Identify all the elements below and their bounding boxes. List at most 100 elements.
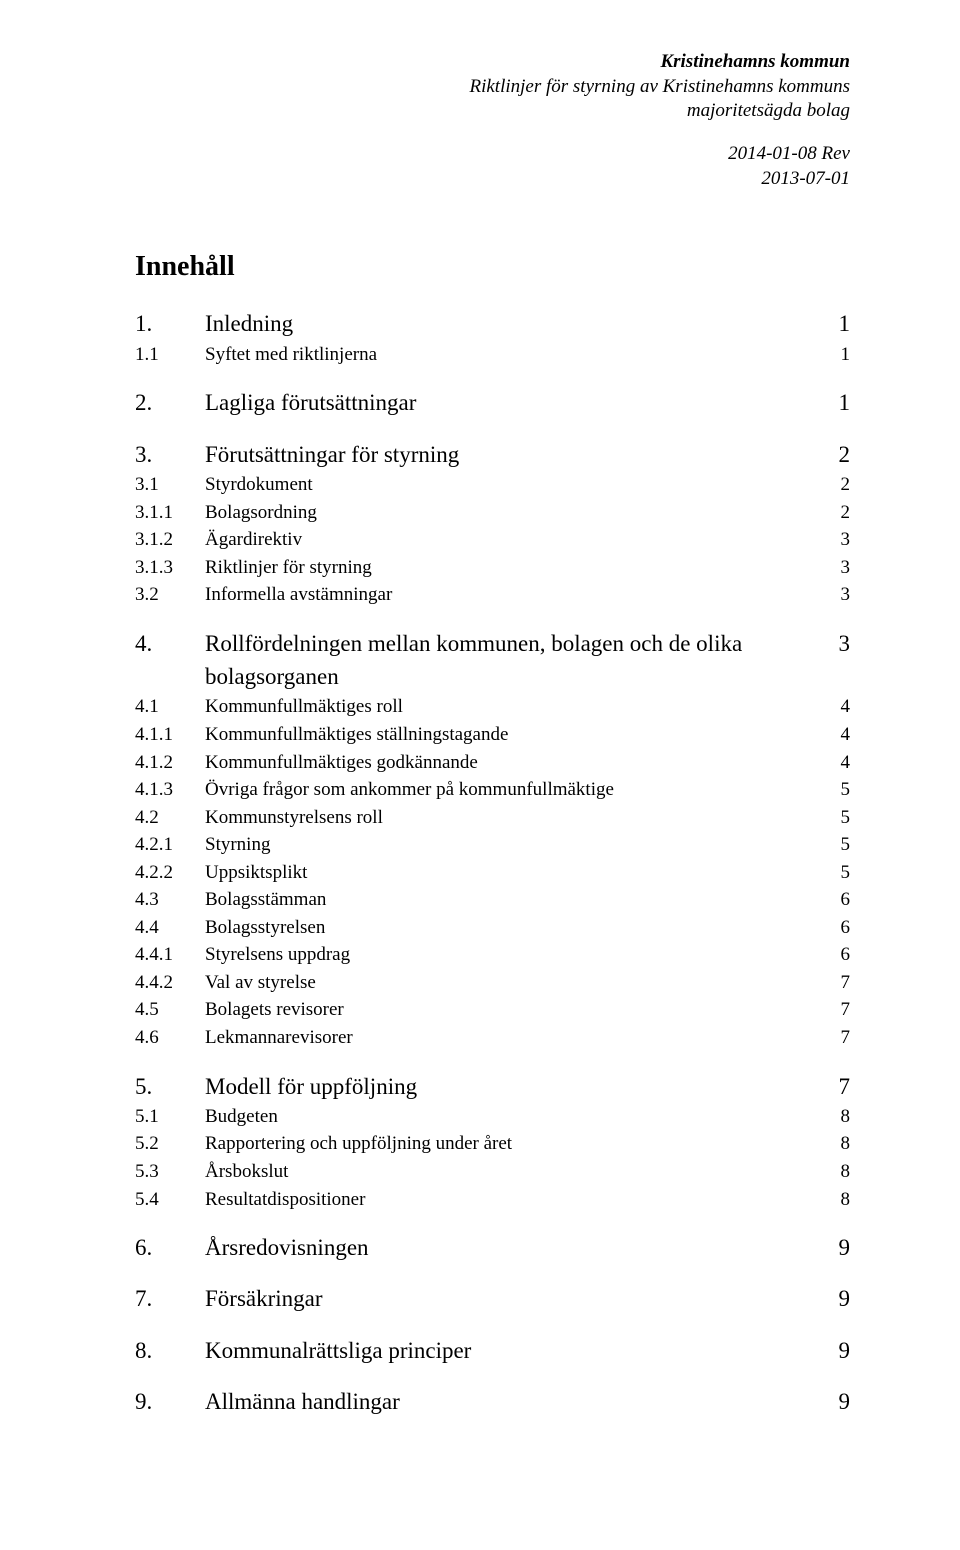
toc-row: 4.2.2Uppsiktsplikt5 — [135, 859, 850, 887]
toc-number: 8. — [135, 1334, 205, 1367]
toc-row: 4.4.2Val av styrelse7 — [135, 969, 850, 997]
toc-row: 4.2.1Styrning5 — [135, 831, 850, 859]
toc-number: 5. — [135, 1070, 205, 1103]
header-date-line-2: 2013-07-01 — [135, 167, 850, 192]
toc-label: Kommunfullmäktiges roll — [205, 693, 820, 721]
toc-row: 2.Lagliga förutsättningar1 — [135, 386, 850, 419]
toc-page: 8 — [820, 1186, 850, 1214]
toc-number: 4.5 — [135, 996, 205, 1024]
toc-row: 3.Förutsättningar för styrning2 — [135, 438, 850, 471]
toc-page: 4 — [820, 693, 850, 721]
header-date-line-1: 2014-01-08 Rev — [135, 142, 850, 167]
toc-page: 9 — [820, 1334, 850, 1367]
toc-label: Bolagsstyrelsen — [205, 914, 820, 942]
table-of-contents: 1.Inledning11.1Syftet med riktlinjerna12… — [135, 307, 850, 1418]
toc-row: 6.Årsredovisningen9 — [135, 1231, 850, 1264]
toc-label: Uppsiktsplikt — [205, 859, 820, 887]
toc-gap — [135, 1316, 850, 1334]
toc-label: Lagliga förutsättningar — [205, 386, 820, 419]
header-sub-line-2: majoritetsägda bolag — [135, 99, 850, 124]
toc-page: 8 — [820, 1158, 850, 1186]
toc-row: 4.3Bolagsstämman6 — [135, 886, 850, 914]
toc-label: Kommunstyrelsens roll — [205, 804, 820, 832]
toc-row: 4.2Kommunstyrelsens roll5 — [135, 804, 850, 832]
toc-number: 4.6 — [135, 1024, 205, 1052]
toc-page: 7 — [820, 969, 850, 997]
toc-label: Styrning — [205, 831, 820, 859]
toc-label: Kommunalrättsliga principer — [205, 1334, 820, 1367]
toc-number: 4.2.1 — [135, 831, 205, 859]
toc-page: 1 — [820, 341, 850, 369]
toc-page: 5 — [820, 859, 850, 887]
document-header: Kristinehamns kommun Riktlinjer för styr… — [135, 50, 850, 191]
toc-number: 4.1.1 — [135, 721, 205, 749]
toc-page: 1 — [820, 386, 850, 419]
toc-page: 3 — [820, 581, 850, 609]
toc-label: Årsbokslut — [205, 1158, 820, 1186]
toc-number: 4.1.2 — [135, 749, 205, 777]
toc-number: 4.3 — [135, 886, 205, 914]
toc-number: 7. — [135, 1282, 205, 1315]
toc-row: 4.4.1Styrelsens uppdrag6 — [135, 941, 850, 969]
toc-number: 4.1 — [135, 693, 205, 721]
toc-page: 5 — [820, 831, 850, 859]
toc-number: 4.1.3 — [135, 776, 205, 804]
toc-page: 7 — [820, 996, 850, 1024]
toc-gap — [135, 1367, 850, 1385]
toc-row: 7.Försäkringar9 — [135, 1282, 850, 1315]
toc-number: 5.1 — [135, 1103, 205, 1131]
toc-page: 9 — [820, 1231, 850, 1264]
toc-row: 5.3Årsbokslut8 — [135, 1158, 850, 1186]
toc-label: Informella avstämningar — [205, 581, 820, 609]
toc-row: 1.1Syftet med riktlinjerna1 — [135, 341, 850, 369]
toc-number: 3.1.3 — [135, 554, 205, 582]
toc-label: Kommunfullmäktiges godkännande — [205, 749, 820, 777]
toc-label: Bolagets revisorer — [205, 996, 820, 1024]
toc-row: 5.1Budgeten8 — [135, 1103, 850, 1131]
toc-number: 4.2.2 — [135, 859, 205, 887]
toc-page: 5 — [820, 804, 850, 832]
toc-row: 4.4Bolagsstyrelsen6 — [135, 914, 850, 942]
toc-number: 9. — [135, 1385, 205, 1418]
toc-page: 7 — [820, 1024, 850, 1052]
toc-page: 9 — [820, 1385, 850, 1418]
toc-label: Övriga frågor som ankommer på kommunfull… — [205, 776, 820, 804]
toc-row: 4.6Lekmannarevisorer7 — [135, 1024, 850, 1052]
toc-gap — [135, 1213, 850, 1231]
toc-label: Riktlinjer för styrning — [205, 554, 820, 582]
toc-label: Lekmannarevisorer — [205, 1024, 820, 1052]
toc-number: 5.4 — [135, 1186, 205, 1214]
toc-page: 2 — [820, 471, 850, 499]
toc-gap — [135, 420, 850, 438]
toc-page: 4 — [820, 749, 850, 777]
toc-number: 3.2 — [135, 581, 205, 609]
toc-row: 4.1.1Kommunfullmäktiges ställningstagand… — [135, 721, 850, 749]
toc-row: 4.1.2Kommunfullmäktiges godkännande4 — [135, 749, 850, 777]
toc-gap — [135, 1052, 850, 1070]
toc-label: Rapportering och uppföljning under året — [205, 1130, 820, 1158]
toc-page: 1 — [820, 307, 850, 340]
toc-page: 6 — [820, 914, 850, 942]
toc-row: 4.1Kommunfullmäktiges roll4 — [135, 693, 850, 721]
toc-gap — [135, 609, 850, 627]
toc-number: 4.4.1 — [135, 941, 205, 969]
toc-number: 4.4 — [135, 914, 205, 942]
toc-label: Rollfördelningen mellan kommunen, bolage… — [205, 627, 820, 694]
toc-label: Styrdokument — [205, 471, 820, 499]
toc-number: 1.1 — [135, 341, 205, 369]
toc-number: 3. — [135, 438, 205, 471]
toc-page: 3 — [820, 554, 850, 582]
toc-number: 4.4.2 — [135, 969, 205, 997]
toc-page: 8 — [820, 1130, 850, 1158]
toc-row: 8.Kommunalrättsliga principer9 — [135, 1334, 850, 1367]
toc-number: 3.1 — [135, 471, 205, 499]
toc-row: 4.1.3Övriga frågor som ankommer på kommu… — [135, 776, 850, 804]
toc-label: Styrelsens uppdrag — [205, 941, 820, 969]
toc-number: 4. — [135, 627, 205, 660]
toc-label: Allmänna handlingar — [205, 1385, 820, 1418]
toc-label: Förutsättningar för styrning — [205, 438, 820, 471]
toc-row: 4.5Bolagets revisorer7 — [135, 996, 850, 1024]
toc-page: 5 — [820, 776, 850, 804]
toc-label: Bolagsordning — [205, 499, 820, 527]
toc-label: Budgeten — [205, 1103, 820, 1131]
